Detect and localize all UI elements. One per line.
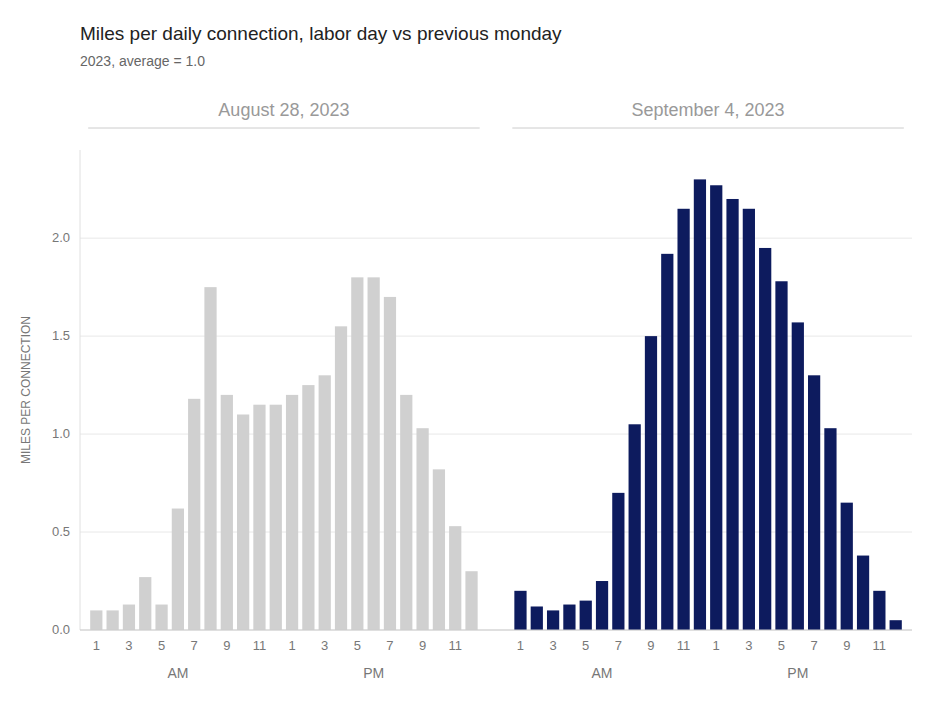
bar (449, 526, 461, 630)
bar (433, 469, 445, 630)
x-tick-label: 11 (448, 638, 462, 653)
bar (123, 605, 135, 630)
x-tick-label: 1 (288, 638, 295, 653)
x-tick-label: 9 (647, 638, 654, 653)
bar (563, 605, 575, 630)
group-label: September 4, 2023 (632, 100, 785, 120)
y-tick-label: 1.5 (52, 328, 70, 343)
bar (319, 375, 331, 630)
group-separator (512, 128, 904, 129)
bar (384, 297, 396, 630)
bar (286, 395, 298, 630)
bar (792, 322, 804, 630)
grid (80, 238, 912, 630)
bar (759, 248, 771, 630)
bar (270, 405, 282, 630)
group-label: August 28, 2023 (218, 100, 349, 120)
bar (775, 281, 787, 630)
x-tick-label: 3 (745, 638, 752, 653)
bar (531, 606, 543, 630)
bar (465, 571, 477, 630)
x-tick-label: 1 (517, 638, 524, 653)
x-tick-label: 11 (253, 638, 267, 653)
bar (139, 577, 151, 630)
x-tick-label: 5 (582, 638, 589, 653)
grid-line (80, 238, 912, 239)
bar (547, 610, 559, 630)
x-tick-label: 7 (191, 638, 198, 653)
bar (612, 493, 624, 630)
bar (90, 610, 102, 630)
x-tick-label: 5 (158, 638, 165, 653)
annotation: AM (592, 665, 613, 681)
y-tick-label: 0.5 (52, 524, 70, 539)
bar (302, 385, 314, 630)
bar (155, 605, 167, 630)
bar (514, 591, 526, 630)
x-tick-label: 7 (811, 638, 818, 653)
x-tick-label: 7 (615, 638, 622, 653)
x-tick-label: 9 (419, 638, 426, 653)
bar (368, 277, 380, 630)
bar (253, 405, 265, 630)
annotation: PM (363, 665, 384, 681)
bar (890, 620, 902, 630)
annotation: AM (167, 665, 188, 681)
x-tick-label: 11 (677, 638, 691, 653)
x-tick-label: 11 (873, 638, 887, 653)
bar (873, 591, 885, 630)
bar (629, 424, 641, 630)
annotation: PM (787, 665, 808, 681)
y-axis-line (80, 150, 81, 630)
bar (743, 209, 755, 630)
bar (661, 254, 673, 630)
y-tick-label: 0.0 (52, 622, 70, 637)
bar (694, 179, 706, 630)
x-axis-line (80, 630, 912, 631)
bar (580, 601, 592, 630)
bar (596, 581, 608, 630)
x-tick-label: 5 (354, 638, 361, 653)
y-tick-label: 1.0 (52, 426, 70, 441)
bar (416, 428, 428, 630)
bar (726, 199, 738, 630)
bar (107, 610, 119, 630)
bar (824, 428, 836, 630)
bar (857, 556, 869, 630)
bar (710, 185, 722, 630)
x-tick-label: 1 (93, 638, 100, 653)
x-tick-label: 7 (386, 638, 393, 653)
bar (400, 395, 412, 630)
x-tick-label: 3 (321, 638, 328, 653)
y-axis-label: MILES PER CONNECTION (19, 316, 33, 464)
chart: Miles per daily connection, labor day vs… (0, 0, 936, 726)
x-tick-label: 3 (549, 638, 556, 653)
group-separator (88, 128, 480, 129)
y-tick-label: 2.0 (52, 230, 70, 245)
bar (335, 326, 347, 630)
bar (188, 399, 200, 630)
bar (351, 277, 363, 630)
grid-line (80, 630, 912, 631)
x-tick-label: 5 (778, 638, 785, 653)
bars (90, 179, 902, 630)
bar (237, 414, 249, 630)
subtitle: 2023, average = 1.0 (80, 53, 205, 69)
title: Miles per daily connection, labor day vs… (80, 23, 562, 44)
x-tick-label: 3 (125, 638, 132, 653)
x-tick-label: 9 (843, 638, 850, 653)
x-tick-label: 1 (713, 638, 720, 653)
bar (645, 336, 657, 630)
bar (841, 503, 853, 630)
bar (172, 509, 184, 630)
bar (204, 287, 216, 630)
x-tick-label: 9 (223, 638, 230, 653)
background (0, 0, 936, 726)
bar (808, 375, 820, 630)
bar (677, 209, 689, 630)
bar (221, 395, 233, 630)
